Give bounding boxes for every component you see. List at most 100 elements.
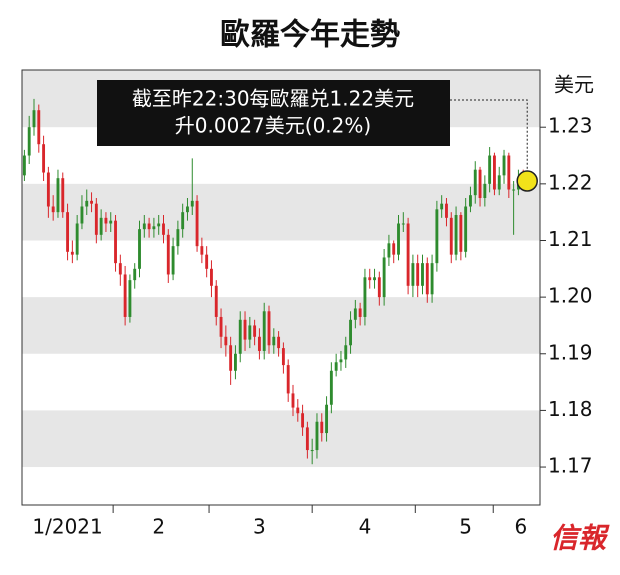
candle-body (224, 336, 228, 346)
candle-body (267, 311, 271, 346)
candle-body (315, 421, 319, 451)
candle-body (233, 353, 237, 371)
candle-body (51, 206, 55, 213)
grid-band (22, 410, 540, 468)
candle-body (152, 226, 156, 230)
candle-body (492, 155, 496, 190)
x-tick-label: 5 (459, 515, 472, 539)
annotation-box (97, 80, 450, 146)
x-tick-label: 4 (359, 515, 372, 539)
candle-body (171, 246, 175, 275)
candle-body (219, 316, 223, 337)
x-tick-label: 1/2021 (32, 515, 102, 539)
y-tick-label: 1.18 (548, 397, 593, 421)
chart-title: 歐羅今年走勢 (220, 18, 400, 53)
candle-body (464, 206, 468, 252)
candle-body (253, 325, 257, 337)
annotation-text: 升0.0027美元(0.2%) (175, 114, 371, 138)
candle-body (411, 263, 415, 286)
candle-body (200, 246, 204, 255)
candle-body (401, 223, 405, 225)
candle-body (440, 203, 444, 210)
candle-body (339, 359, 343, 363)
candle-body (435, 209, 439, 264)
logo: 信報 (550, 522, 610, 555)
candle-body (445, 203, 448, 218)
candle-body (248, 325, 252, 340)
x-tick-label: 6 (514, 515, 527, 539)
candle-body (42, 144, 46, 173)
candle-body (66, 212, 70, 252)
y-tick-label: 1.23 (548, 114, 593, 138)
candle-body (90, 200, 93, 204)
candle-body (416, 263, 420, 286)
candle-body (387, 243, 391, 258)
candle-body (128, 280, 132, 317)
candle-body (469, 195, 472, 207)
candle-body (353, 308, 357, 320)
candle-body (301, 413, 305, 428)
x-tick-label: 3 (253, 515, 266, 539)
candle-body (114, 220, 117, 264)
candle-body (310, 450, 314, 452)
candle-body (281, 348, 285, 366)
candle-body (70, 251, 74, 255)
grid-band (22, 183, 540, 241)
candle-body (473, 169, 477, 196)
current-marker (516, 170, 538, 192)
candle-body (406, 223, 410, 286)
candle-body (449, 217, 453, 255)
candle-body (181, 212, 185, 230)
candle-body (210, 268, 213, 286)
candle-body (368, 277, 372, 281)
candle-body (483, 183, 487, 199)
candle-body (133, 268, 137, 281)
candle-body (349, 319, 352, 346)
candle-body (377, 277, 381, 298)
candle-body (166, 234, 170, 275)
candle-body (205, 254, 209, 269)
candle-body (104, 217, 108, 224)
x-tick-label: 2 (152, 515, 165, 539)
candle-body (123, 274, 127, 317)
candle-body (32, 110, 36, 128)
candle-body (277, 336, 281, 349)
candle-body (162, 223, 165, 235)
candle-body (22, 155, 26, 176)
candle-body (56, 178, 60, 213)
candle-body (157, 223, 161, 227)
annotation-leader (450, 99, 528, 182)
grid-band (22, 297, 540, 354)
candle-body (502, 155, 506, 176)
candle-body (190, 200, 194, 207)
candle-body (142, 223, 146, 230)
candle-body (257, 336, 261, 351)
candle-body (272, 336, 276, 346)
candle-body (425, 263, 429, 295)
candle-body (488, 155, 492, 184)
annotation-text: 截至昨22:30每歐羅兑1.22美元 (132, 87, 414, 111)
candle-body (147, 223, 151, 230)
candle-body (229, 345, 233, 371)
candle-body (109, 220, 113, 224)
candle-body (507, 155, 511, 190)
candle-body (75, 223, 79, 255)
candle-body (497, 175, 501, 190)
candle-body (421, 263, 424, 286)
candle-body (358, 308, 362, 317)
candle-body (27, 127, 31, 156)
y-tick-label: 1.17 (548, 454, 593, 478)
plot-border (21, 69, 541, 506)
candle-body (195, 200, 199, 247)
candle-body (238, 319, 242, 354)
y-tick-label: 1.21 (548, 227, 593, 251)
candle-body (344, 345, 348, 360)
candle-body (430, 263, 434, 295)
y-unit: 美元 (554, 73, 594, 97)
candle-body (243, 319, 247, 340)
candle-body (118, 263, 122, 275)
candle-body (478, 169, 482, 199)
candle-body (61, 178, 65, 213)
